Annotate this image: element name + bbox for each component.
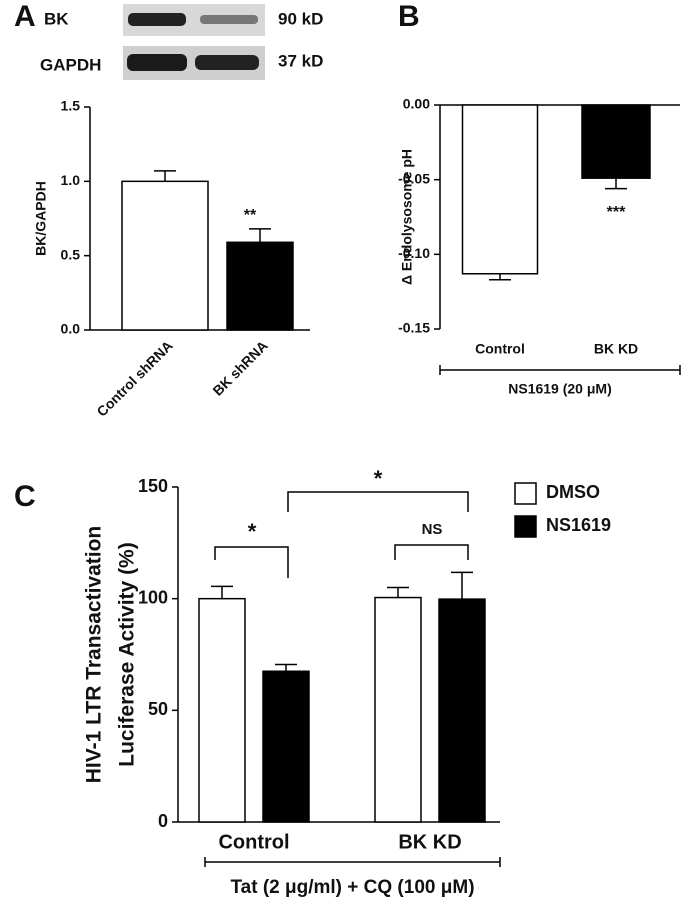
blot-label: GAPDH [40,55,101,74]
panel-label: C [14,480,36,513]
bar [374,596,422,823]
error-bar [211,585,233,599]
error-bar [387,586,409,598]
error-bar [489,273,511,281]
bracket [214,546,289,578]
x-tick-label: BK shRNA [209,337,270,398]
annotation: * [374,466,383,491]
bar [198,597,246,823]
y-axis-label: BK/GAPDH [33,181,49,256]
bar [581,104,651,179]
error-bar [451,571,473,600]
bracket [287,491,469,512]
y-tick-label: -0.10 [398,245,430,261]
y-tick-label: 50 [148,699,168,719]
band [200,15,258,24]
y-tick-label: 0 [158,811,168,831]
error-bar [154,170,176,182]
x-tick-label: Control shRNA [93,337,175,419]
x-tick-label: Control [475,341,525,357]
group-label: Tat (2 μg/ml) + CQ (100 μM) [230,877,474,898]
x-tick-label: Control [218,831,289,853]
y-tick-label: 0.5 [61,246,81,262]
annotation: *** [607,204,626,221]
band [195,55,259,70]
annotation: ** [244,207,257,224]
y-axis-label: HIV-1 LTR Transactivation [83,526,106,784]
y-tick-label: -0.15 [398,320,430,336]
y-axis-label: Δ Endolysosome pH [399,149,415,285]
bar [438,598,486,823]
legend-swatch [514,515,537,538]
bar [121,180,209,331]
bar [461,104,539,275]
group-line [439,365,681,375]
blot-label: BK [44,9,69,28]
y-tick-label: 150 [138,476,168,496]
y-tick-label: 100 [138,587,168,607]
band [127,54,187,71]
bar [226,241,294,331]
annotation: * [248,519,257,544]
y-tick-label: 0.0 [61,321,81,337]
blot-size: 90 kD [278,9,323,28]
y-tick-label: -0.05 [398,170,430,186]
group-line [204,857,501,867]
x-tick-label: BK KD [398,831,461,853]
legend-label: NS1619 [546,515,611,535]
bracket [394,544,469,560]
error-bar [275,663,297,672]
group-label: NS1619 (20 μM) [508,381,612,397]
panel-label: B [398,0,420,33]
legend-swatch [514,482,537,505]
y-tick-label: 0.00 [403,96,430,112]
error-bar [605,178,627,190]
annotation: NS [422,521,443,538]
y-tick-label: 1.0 [61,172,81,188]
band [128,13,186,26]
blot-size: 37 kD [278,51,323,70]
x-tick-label: BK KD [594,341,638,357]
y-tick-label: 1.5 [61,98,81,114]
panel-label: A [14,0,36,33]
y-axis-label: Luciferase Activity (%) [116,542,139,766]
error-bar [249,228,271,243]
legend-label: DMSO [546,482,600,502]
bar [262,670,310,823]
